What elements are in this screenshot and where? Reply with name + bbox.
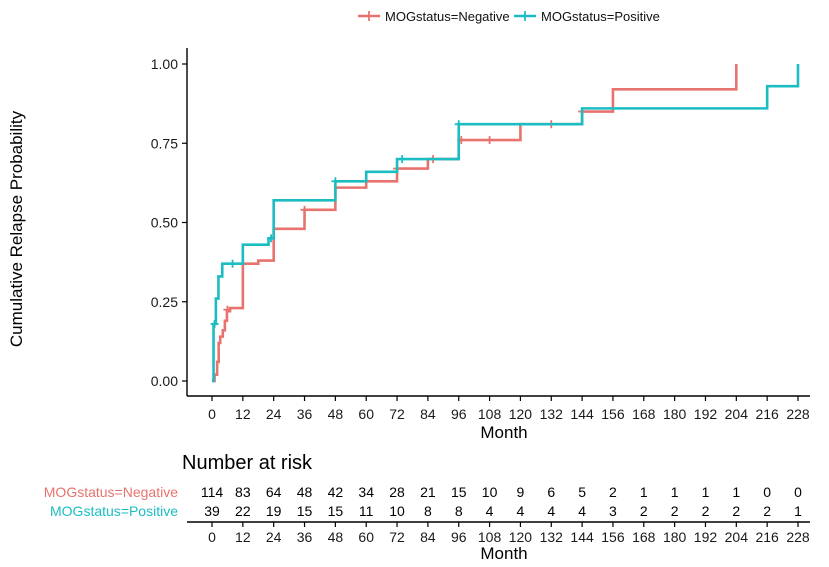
legend: MOGstatus=Negative MOGstatus=Positive (358, 9, 660, 24)
risk-x-tick-label: 72 (389, 529, 405, 545)
risk-x-tick-label: 204 (725, 529, 749, 545)
x-tick-label: 144 (570, 406, 594, 422)
risk-count: 1 (732, 484, 740, 500)
risk-x-tick-label: 216 (755, 529, 779, 545)
risk-count: 22 (235, 503, 251, 519)
risk-count: 64 (266, 484, 282, 500)
risk-x-tick-label: 132 (540, 529, 564, 545)
risk-count: 2 (732, 503, 740, 519)
x-tick-label: 72 (389, 406, 405, 422)
risk-count: 1 (794, 503, 802, 519)
risk-count: 1 (702, 484, 710, 500)
risk-count: 2 (763, 503, 771, 519)
x-tick-label: 108 (478, 406, 502, 422)
x-tick-label: 228 (786, 406, 810, 422)
risk-count: 48 (297, 484, 313, 500)
risk-count: 10 (482, 484, 498, 500)
risk-count: 19 (266, 503, 282, 519)
risk-count: 10 (389, 503, 405, 519)
risk-count: 21 (420, 484, 436, 500)
risk-x-tick-label: 144 (570, 529, 594, 545)
y-tick-label: 0.25 (151, 294, 178, 310)
x-tick-label: 24 (266, 406, 282, 422)
series-line-0 (212, 64, 738, 383)
risk-count: 2 (702, 503, 710, 519)
risk-count: 15 (328, 503, 344, 519)
risk-count: 0 (794, 484, 802, 500)
x-tick-label: 204 (725, 406, 749, 422)
x-tick-label: 0 (208, 406, 216, 422)
risk-count: 8 (455, 503, 463, 519)
risk-x-tick-label: 108 (478, 529, 502, 545)
risk-count: 9 (517, 484, 525, 500)
risk-count: 15 (451, 484, 467, 500)
x-tick-label: 216 (755, 406, 779, 422)
risk-x-tick-label: 24 (266, 529, 282, 545)
risk-count: 42 (328, 484, 344, 500)
risk-table-x-axis-title: Month (480, 544, 527, 563)
risk-x-tick-label: 36 (297, 529, 313, 545)
y-tick-label: 0.50 (151, 215, 178, 231)
risk-row-label-1: MOGstatus=Positive (50, 503, 178, 519)
x-tick-label: 120 (509, 406, 533, 422)
y-tick-label: 1.00 (151, 56, 178, 72)
risk-count: 4 (486, 503, 494, 519)
risk-x-tick-label: 120 (509, 529, 533, 545)
series-line-1 (212, 64, 800, 383)
risk-x-tick-label: 60 (358, 529, 374, 545)
risk-x-tick-label: 168 (632, 529, 656, 545)
risk-x-tick-label: 228 (786, 529, 810, 545)
legend-label-1: MOGstatus=Positive (541, 9, 660, 24)
x-tick-label: 132 (540, 406, 564, 422)
risk-count: 5 (578, 484, 586, 500)
risk-count: 28 (389, 484, 405, 500)
risk-x-tick-label: 96 (451, 529, 467, 545)
x-tick-label: 96 (451, 406, 467, 422)
risk-count: 34 (358, 484, 374, 500)
y-tick-label: 0.75 (151, 135, 178, 151)
risk-count: 4 (547, 503, 555, 519)
plot-area: 0.00 0.25 0.50 0.75 1.00 0 12 24 36 48 60 72 84 96 108… (151, 48, 810, 422)
x-tick-label: 36 (297, 406, 313, 422)
risk-count: 4 (578, 503, 586, 519)
x-tick-label: 168 (632, 406, 656, 422)
x-tick-label: 84 (420, 406, 436, 422)
x-tick-label: 192 (694, 406, 718, 422)
y-tick-label: 0.00 (151, 373, 178, 389)
x-tick-label: 156 (601, 406, 625, 422)
risk-x-tick-label: 180 (663, 529, 687, 545)
risk-count: 0 (763, 484, 771, 500)
x-tick-label: 12 (235, 406, 251, 422)
risk-table-title: Number at risk (182, 452, 313, 474)
x-tick-label: 48 (328, 406, 344, 422)
risk-row-label-0: MOGstatus=Negative (44, 484, 178, 500)
risk-count: 1 (640, 484, 648, 500)
risk-x-tick-label: 48 (328, 529, 344, 545)
risk-x-tick-label: 156 (601, 529, 625, 545)
risk-count: 2 (640, 503, 648, 519)
risk-x-tick-label: 84 (420, 529, 436, 545)
y-axis-title: Cumulative Relapse Probability (7, 110, 26, 347)
x-tick-label: 180 (663, 406, 687, 422)
risk-count: 6 (547, 484, 555, 500)
risk-x-tick-label: 0 (208, 529, 216, 545)
risk-count: 8 (424, 503, 432, 519)
risk-count: 11 (359, 503, 374, 519)
legend-label-0: MOGstatus=Negative (385, 9, 510, 24)
x-tick-label: 60 (358, 406, 374, 422)
risk-table: MOGstatus=Negative 114 83 64 48 42 34 28 21 15 10 9… (44, 484, 810, 545)
risk-count: 3 (609, 503, 617, 519)
risk-count: 2 (609, 484, 617, 500)
risk-count: 1 (671, 484, 679, 500)
risk-count: 39 (204, 503, 220, 519)
risk-count: 15 (297, 503, 313, 519)
risk-x-tick-label: 192 (694, 529, 718, 545)
risk-count: 83 (235, 484, 251, 500)
risk-count: 2 (671, 503, 679, 519)
risk-x-tick-label: 12 (235, 529, 251, 545)
x-axis-title: Month (480, 423, 527, 442)
risk-count: 114 (201, 484, 224, 500)
risk-count: 4 (517, 503, 525, 519)
